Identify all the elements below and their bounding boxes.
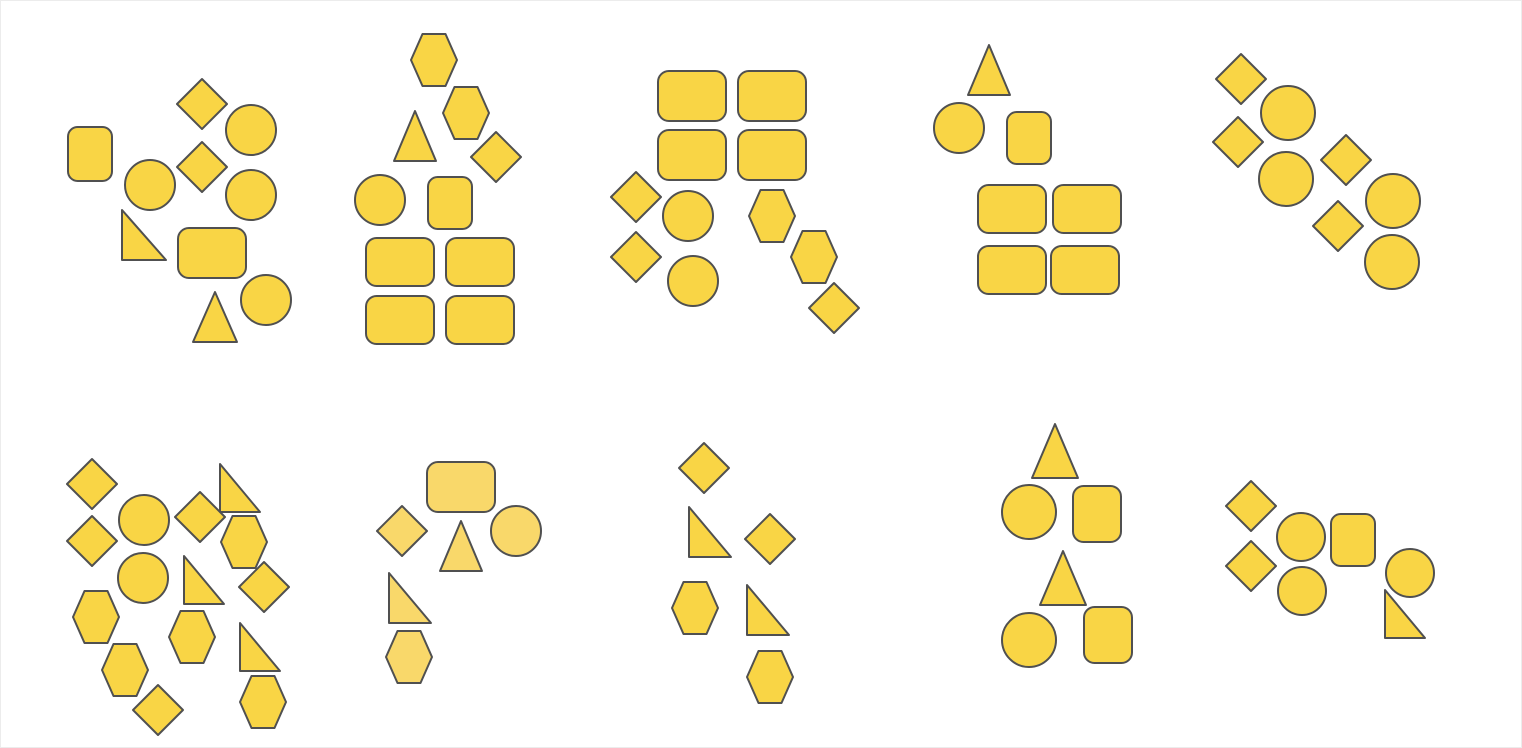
hexagon-shape (410, 33, 458, 87)
circle-shape (1260, 85, 1316, 141)
rounded-rect-shape (1050, 245, 1120, 295)
diamond-shape (610, 171, 662, 223)
circle-shape (240, 274, 292, 326)
diamond-shape (176, 141, 228, 193)
hexagon-shape (790, 230, 838, 284)
group-5 (1212, 53, 1421, 290)
hexagon-shape (101, 643, 149, 697)
right-triangle-shape (388, 572, 432, 624)
rounded-square-shape (1330, 513, 1376, 567)
diamond-shape (238, 561, 290, 613)
diamond-shape (678, 442, 730, 494)
hexagon-shape (385, 630, 433, 684)
circle-shape (1001, 612, 1057, 668)
circle-shape (225, 169, 277, 221)
group-6 (66, 458, 290, 736)
triangle-shape (1031, 423, 1079, 479)
rounded-rect-shape (426, 461, 496, 513)
rounded-square-shape (427, 176, 473, 230)
diamond-shape (470, 131, 522, 183)
right-triangle-shape (121, 209, 167, 261)
hexagon-shape (220, 515, 268, 569)
group-4 (933, 44, 1122, 295)
hexagon-shape (748, 189, 796, 243)
hexagon-shape (442, 86, 490, 140)
group-9 (1001, 423, 1133, 668)
diamond-shape (1225, 540, 1277, 592)
triangle-shape (192, 291, 238, 343)
right-triangle-shape (688, 506, 732, 558)
diamond-shape (176, 78, 228, 130)
triangle-shape (393, 110, 437, 162)
circle-shape (1364, 234, 1420, 290)
circle-shape (1001, 484, 1057, 540)
group-8 (671, 442, 796, 704)
circle-shape (225, 104, 277, 156)
diamond-shape (132, 684, 184, 736)
hexagon-shape (72, 590, 120, 644)
diamond-shape (808, 282, 860, 334)
rounded-rect-shape (365, 295, 435, 345)
triangle-shape (967, 44, 1011, 96)
circle-shape (117, 552, 169, 604)
rounded-rect-shape (737, 70, 807, 122)
rounded-rect-shape (657, 70, 727, 122)
hexagon-shape (671, 581, 719, 635)
circle-shape (1276, 512, 1326, 562)
circle-shape (662, 190, 714, 242)
diamond-shape (1212, 116, 1264, 168)
hexagon-shape (746, 650, 794, 704)
rounded-square-shape (1006, 111, 1052, 165)
diamond-shape (1320, 134, 1372, 186)
diamond-shape (376, 505, 428, 557)
rounded-rect-shape (977, 184, 1047, 234)
rounded-rect-shape (977, 245, 1047, 295)
group-1 (67, 78, 292, 343)
right-triangle-shape (219, 463, 261, 513)
circle-shape (1385, 548, 1435, 598)
diamond-shape (174, 491, 226, 543)
group-2 (354, 33, 522, 345)
rounded-rect-shape (445, 237, 515, 287)
hexagon-shape (168, 610, 216, 664)
right-triangle-shape (239, 622, 281, 672)
circle-shape (490, 505, 542, 557)
rounded-rect-shape (737, 129, 807, 181)
rounded-rect-shape (177, 227, 247, 279)
circle-shape (1277, 566, 1327, 616)
rounded-square-shape (1083, 606, 1133, 664)
circle-shape (667, 255, 719, 307)
diamond-shape (610, 231, 662, 283)
circle-shape (1365, 173, 1421, 229)
rounded-rect-shape (365, 237, 435, 287)
rounded-rect-shape (1052, 184, 1122, 234)
group-7 (376, 461, 542, 684)
right-triangle-shape (746, 584, 790, 636)
group-3 (610, 70, 860, 334)
circle-shape (118, 494, 170, 546)
circle-shape (933, 102, 985, 154)
diamond-shape (744, 513, 796, 565)
right-triangle-shape (183, 555, 225, 605)
circle-shape (354, 174, 406, 226)
rounded-rect-shape (445, 295, 515, 345)
rounded-square-shape (1072, 485, 1122, 543)
circle-shape (1258, 151, 1314, 207)
circle-shape (124, 159, 176, 211)
group-10 (1225, 480, 1435, 639)
rounded-square-shape (67, 126, 113, 182)
diamond-shape (66, 515, 118, 567)
rounded-rect-shape (657, 129, 727, 181)
diamond-shape (1225, 480, 1277, 532)
triangle-shape (1039, 550, 1087, 606)
right-triangle-shape (1384, 589, 1426, 639)
hexagon-shape (239, 675, 287, 729)
diamond-shape (1312, 200, 1364, 252)
triangle-shape (439, 520, 483, 572)
diamond-shape (66, 458, 118, 510)
diamond-shape (1215, 53, 1267, 105)
